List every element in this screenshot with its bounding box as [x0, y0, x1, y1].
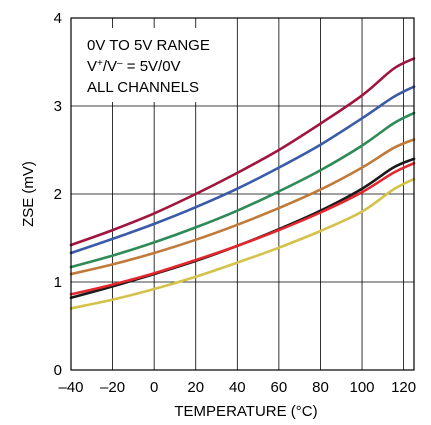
x-tick-label: 20 — [187, 379, 204, 396]
y-tick-label: 4 — [54, 10, 62, 27]
annotation-supply-minus: – — [117, 58, 123, 69]
y-tick-labels: 0 1 2 3 4 — [54, 10, 62, 379]
annotation-supply-value: = 5V/0V — [123, 58, 181, 75]
annotation-supply: V+/V– = 5V/0V — [87, 58, 181, 76]
annotation-range: 0V TO 5V RANGE — [87, 37, 210, 54]
x-tick-label: 0 — [150, 379, 158, 396]
x-tick-label: 100 — [350, 379, 375, 396]
x-axis-label: TEMPERATURE (°C) — [174, 403, 317, 420]
annotation-channels: ALL CHANNELS — [87, 79, 199, 96]
annotation-background — [82, 28, 222, 102]
y-tick-label: 1 — [54, 274, 62, 291]
series-line-2 — [69, 85, 416, 255]
series-layer — [69, 57, 416, 310]
x-tick-labels: –40 –20 0 20 40 60 80 100 120 — [58, 379, 416, 396]
series-line-6 — [69, 161, 416, 296]
x-tick-label: 80 — [312, 379, 329, 396]
x-tick-label: 120 — [391, 379, 416, 396]
series-line-1 — [69, 57, 416, 247]
x-tick-label: 60 — [271, 379, 288, 396]
series-line-5 — [69, 157, 416, 300]
annotation-supply-v1: V — [87, 58, 97, 75]
plot-frame — [70, 17, 415, 371]
y-axis-label: ZSE (mV) — [20, 161, 37, 227]
series-line-4 — [69, 138, 416, 276]
x-tick-label: –40 — [58, 379, 83, 396]
x-tick-label: 40 — [229, 379, 246, 396]
y-tick-label: 0 — [54, 362, 62, 379]
annotation-supply-plus: + — [97, 58, 103, 69]
annotation-supply-v2: /V — [103, 58, 117, 75]
y-tick-label: 2 — [54, 186, 62, 203]
x-tick-label: –20 — [100, 379, 125, 396]
series-line-3 — [69, 111, 416, 269]
series-line-7 — [69, 177, 416, 310]
y-tick-label: 3 — [54, 98, 62, 115]
